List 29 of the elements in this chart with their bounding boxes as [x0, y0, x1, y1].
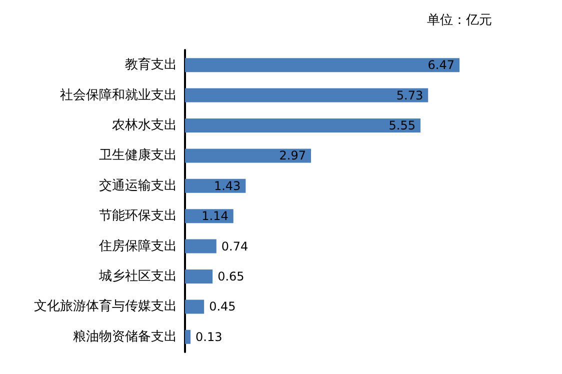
y-tick-label: 卫生健康支出 — [99, 148, 177, 164]
bar — [185, 300, 204, 314]
y-tick-label: 城乡社区支出 — [98, 269, 177, 284]
data-label: 5.55 — [388, 118, 416, 132]
bar — [185, 118, 420, 132]
bar — [185, 330, 191, 344]
data-label: 0.45 — [209, 300, 236, 314]
data-label: 0.13 — [196, 330, 222, 344]
y-tick-label: 社会保障和就业支出 — [60, 88, 177, 103]
data-label: 0.65 — [218, 270, 244, 284]
y-tick-label: 交通运输支出 — [99, 177, 177, 194]
data-label: 0.74 — [221, 239, 248, 254]
bar — [185, 270, 213, 284]
y-tick-label: 住房保障支出 — [98, 238, 177, 254]
data-label: 6.47 — [428, 58, 455, 72]
y-tick-label: 教育支出 — [125, 56, 177, 73]
y-tick-label: 节能环保支出 — [99, 208, 177, 224]
data-label: 2.97 — [279, 148, 306, 163]
y-tick-label: 粮油物资储备支出 — [73, 329, 177, 344]
bar — [185, 148, 312, 163]
bar — [185, 88, 428, 102]
data-label: 1.43 — [214, 178, 241, 193]
bar — [185, 58, 460, 72]
y-tick-label: 农林水支出 — [112, 118, 177, 133]
text: 单位：亿元 — [427, 13, 492, 28]
y-tick-label: 文化旅游体育与传媒支出 — [34, 298, 177, 314]
bar — [185, 239, 216, 254]
data-label: 5.73 — [396, 88, 424, 102]
data-label: 1.14 — [202, 209, 228, 224]
